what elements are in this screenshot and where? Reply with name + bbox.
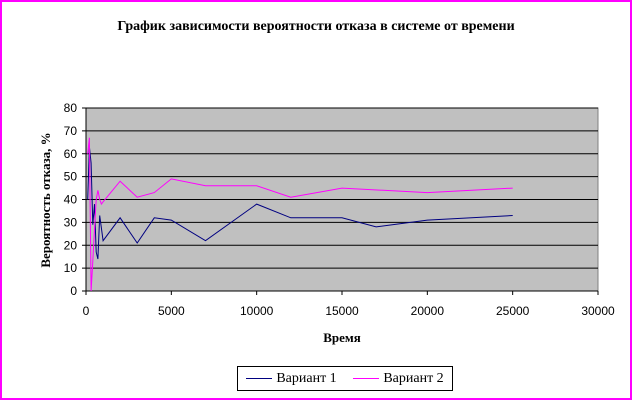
x-tick-label: 20000: [411, 304, 445, 318]
y-tick-label: 50: [64, 170, 78, 184]
axes: [82, 107, 599, 295]
y-axis-label: Вероятность отказа, %: [38, 132, 53, 267]
legend-item-series-2: Вариант 2: [353, 370, 444, 387]
x-tick-label: 15000: [325, 304, 359, 318]
series-line-2: [87, 137, 513, 292]
y-tick-label: 60: [64, 147, 78, 161]
legend-label-series-2: Вариант 2: [383, 370, 444, 386]
gridlines: [86, 107, 598, 269]
y-tick-label: 80: [64, 101, 78, 115]
x-tick-label: 25000: [496, 304, 530, 318]
y-tick-label: 10: [64, 261, 78, 275]
x-tick-label: 10000: [240, 304, 274, 318]
y-tick-labels: 0 10 20 30 40 50 60 70 80: [64, 101, 78, 298]
x-tick-labels: 0 5000 10000 15000 20000 25000 30000: [83, 304, 615, 318]
x-axis-label: Время: [323, 330, 361, 345]
y-tick-label: 20: [64, 238, 78, 252]
series-line-1: [87, 146, 513, 260]
legend-label-series-1: Вариант 1: [276, 370, 337, 386]
y-tick-label: 40: [64, 193, 78, 207]
legend: Вариант 1 Вариант 2: [237, 366, 453, 391]
series-lines: [87, 137, 513, 292]
x-tick-label: 30000: [581, 304, 615, 318]
x-tick-label: 0: [83, 304, 90, 318]
y-tick-label: 70: [64, 124, 78, 138]
x-tick-label: 5000: [158, 304, 185, 318]
legend-swatch-series-2: [353, 378, 380, 379]
legend-swatch-series-1: [246, 378, 273, 379]
chart-title: График зависимости вероятности отказа в …: [117, 19, 514, 34]
y-tick-label: 30: [64, 215, 78, 229]
y-tick-label: 0: [70, 284, 77, 298]
legend-item-series-1: Вариант 1: [246, 370, 337, 387]
